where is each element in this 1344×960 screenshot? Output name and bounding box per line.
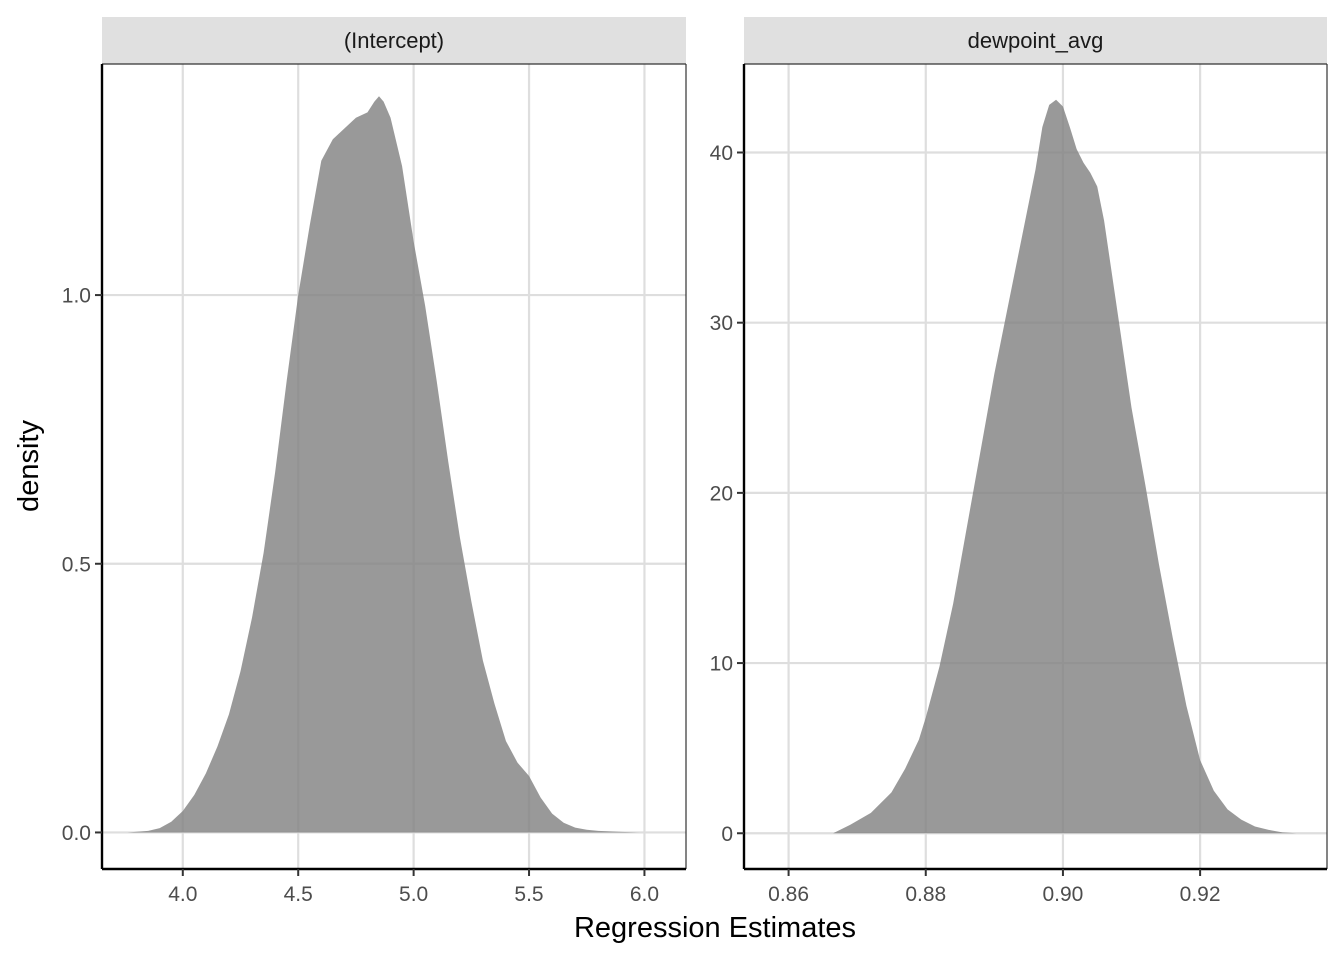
y-tick-label: 20 [710, 482, 733, 505]
density-area [127, 96, 640, 833]
x-tick-label: 0.86 [768, 883, 809, 906]
strip-label: (Intercept) [344, 28, 444, 53]
y-tick-label: 30 [710, 312, 733, 335]
x-tick-label: 0.88 [905, 883, 946, 906]
panel-intercept: (Intercept) 4.0 4.5 5.0 5.5 6.0 0.0 0.5 1.0 [62, 17, 687, 906]
axes-layer [100, 63, 687, 871]
x-tick-label: 6.0 [630, 883, 659, 906]
x-axis-title: Regression Estimates [574, 912, 856, 944]
y-tick-label: 0.5 [62, 553, 91, 576]
y-tick-label: 1.0 [62, 285, 91, 308]
y-tick-label: 40 [710, 142, 733, 165]
x-tick-label: 4.5 [284, 883, 313, 906]
x-tick-label: 5.5 [514, 883, 543, 906]
strip-background [744, 17, 1327, 64]
y-axis-title: density [13, 420, 45, 512]
x-tick-label: 5.0 [399, 883, 428, 906]
strip-label: dewpoint_avg [968, 28, 1104, 53]
y-tick-label: 0.0 [62, 822, 91, 845]
density-area [833, 99, 1297, 834]
x-tick-label: 4.0 [168, 883, 197, 906]
panel-dewpoint-avg: dewpoint_avg 0.86 0.88 0.90 0.92 0 10 20 30 40 [710, 17, 1328, 906]
y-tick-label: 0 [721, 823, 733, 846]
y-tick-label: 10 [710, 653, 733, 676]
x-tick-label: 0.90 [1042, 883, 1083, 906]
ticks-layer: 4.0 4.5 5.0 5.5 6.0 0.0 0.5 1.0 [62, 285, 659, 906]
strip-background [102, 17, 686, 64]
axes-layer [742, 63, 1328, 871]
ticks-layer: 0.86 0.88 0.90 0.92 0 10 20 30 40 [710, 142, 1221, 906]
x-tick-label: 0.92 [1180, 883, 1221, 906]
